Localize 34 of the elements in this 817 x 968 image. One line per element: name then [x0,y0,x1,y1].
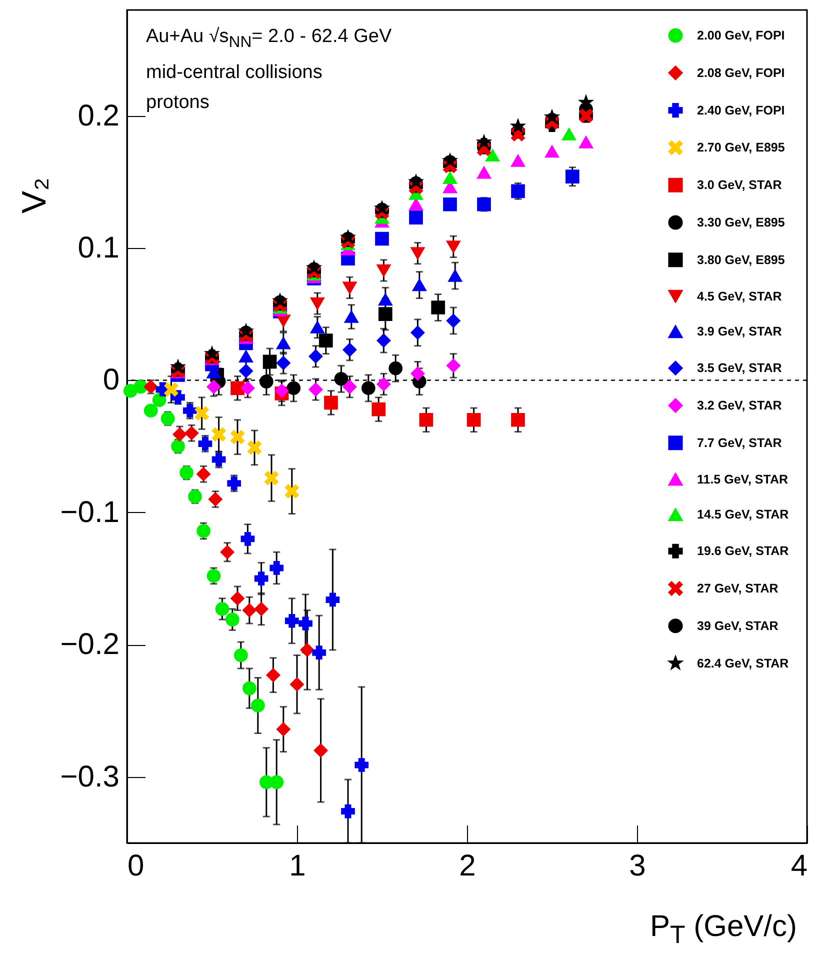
legend-label: 3.9 GeV, STAR [697,324,782,339]
annotation: protons [146,90,210,115]
legend-label: 14.5 GeV, STAR [697,508,789,522]
legend-label: 11.5 GeV, STAR [697,472,788,486]
y-tick-label: −0.2 [60,628,120,662]
x-tick-label: 1 [289,850,306,882]
x-tick-label: 4 [790,850,808,882]
legend-label: 2.70 GeV, E895 [697,140,785,155]
legend-label: 19.6 GeV, STAR [697,544,789,558]
legend-label: 2.40 GeV, FOPI [697,103,785,118]
x-tick-label: 3 [629,850,646,882]
legend-label: 62.4 GeV, STAR [697,656,789,670]
legend-label: 3.2 GeV, STAR [697,398,782,412]
legend-label: 3.0 GeV, STAR [697,178,782,192]
legend-label: 3.30 GeV, E895 [697,216,785,230]
y-tick-label: −0.3 [60,760,120,794]
y-tick-label: −0.1 [60,496,120,529]
y-tick-label: 0 [102,364,120,397]
legend-label: 3.80 GeV, E895 [697,252,785,267]
legend-label: 4.5 GeV, STAR [697,289,782,304]
annotation: Au+Au √s$_{NN}$= 2.0 - 62.4 GeV [146,25,392,53]
legend-label: 39 GeV, STAR [697,618,778,633]
legend-label: 27 GeV, STAR [697,582,778,596]
x-axis-title: P$_{T}$ (GeV/c) [650,910,797,950]
x-tick-label: 2 [459,850,476,882]
legend-label: 7.7 GeV, STAR [697,436,782,450]
legend-label: 2.08 GeV, FOPI [697,66,785,80]
y-tick-label: 0.1 [78,232,120,264]
annotation: mid-central collisions [146,60,324,85]
y-tick-label: 0.2 [78,99,120,132]
y-axis-title: V₂ [16,178,54,214]
legend-label: 2.00 GeV, FOPI [697,28,785,42]
x-tick-label: 0 [128,850,144,882]
legend-label: 3.5 GeV, STAR [697,361,782,376]
